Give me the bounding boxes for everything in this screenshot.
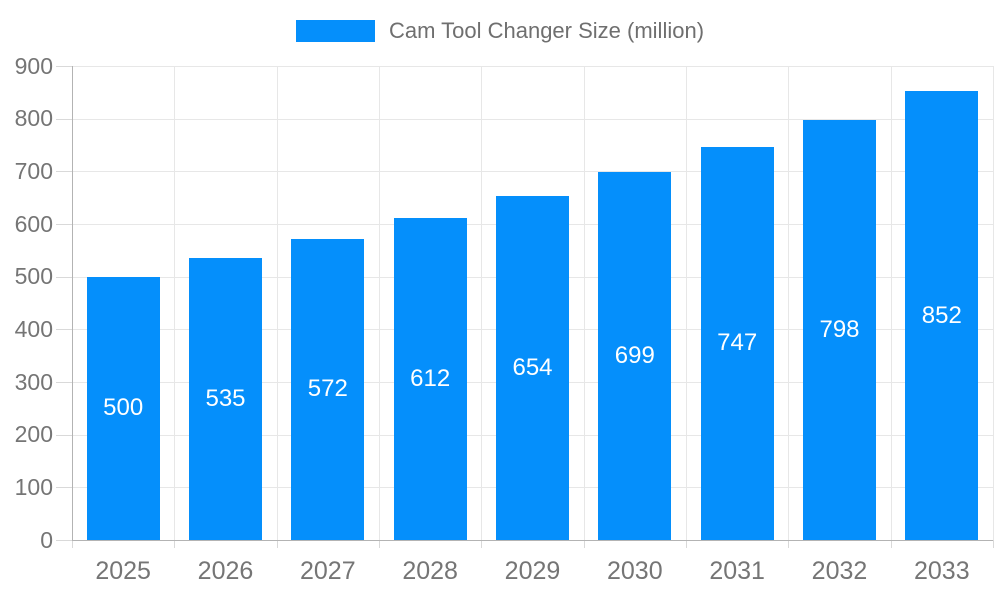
bar-2028[interactable] [393,217,467,540]
legend-swatch [295,20,375,42]
bar-2033[interactable] [905,91,979,540]
x-axis-label-2028: 2028 [402,557,458,585]
bar-value-label-2025: 500 [103,394,144,422]
gridline-y-700 [72,171,993,173]
x-axis-label-2026: 2026 [197,557,254,585]
y-axis-label-300: 300 [14,368,53,395]
bar-value-label-2033: 852 [921,301,962,329]
y-axis-label-600: 600 [14,210,53,237]
x-tick-1 [174,540,176,548]
gridline-x-3 [379,66,380,540]
x-axis-line [72,540,993,541]
gridline-x-1 [174,66,176,540]
x-tick-4 [481,540,483,548]
bar-value-label-2027: 572 [307,375,348,403]
gridline-x-2 [276,66,278,540]
x-axis-label-2025: 2025 [95,557,151,585]
gridline-y-900 [72,66,993,67]
x-tick-7 [788,540,790,548]
bar-value-label-2030: 699 [614,341,655,369]
y-axis-line [72,66,73,541]
x-tick-9 [993,540,994,548]
y-tick-700 [56,171,72,173]
gridline-x-9 [993,66,994,540]
y-tick-400 [56,329,72,331]
gridline-x-6 [686,66,687,540]
bar-2029[interactable] [496,195,569,540]
bar-value-label-2031: 747 [717,329,758,357]
y-axis-label-0: 0 [40,526,53,553]
y-axis-label-400: 400 [14,315,53,342]
y-tick-600 [56,224,72,225]
bar-value-label-2026: 535 [205,385,246,413]
bar-value-label-2028: 612 [410,364,451,392]
y-tick-300 [56,382,72,383]
bar-2032[interactable] [803,119,876,540]
chart-legend[interactable]: Cam Tool Changer Size (million) [0,14,1000,48]
y-axis-label-500: 500 [14,263,53,290]
bar-2026[interactable] [189,258,262,540]
y-tick-200 [56,434,72,436]
bar-2031[interactable] [700,146,774,540]
bar-value-label-2032: 798 [819,315,860,343]
x-axis-label-2027: 2027 [300,557,356,585]
x-tick-5 [583,540,585,548]
x-axis-label-2029: 2029 [504,557,561,585]
gridline-x-7 [788,66,790,540]
legend-label: Cam Tool Changer Size (million) [388,18,705,43]
gridline-x-8 [890,66,892,540]
x-tick-3 [379,540,380,548]
bar-2030[interactable] [598,171,672,540]
x-tick-0 [72,540,73,548]
bar-value-label-2029: 654 [512,353,553,381]
y-tick-800 [56,118,72,120]
y-tick-500 [56,276,72,278]
y-axis-label-900: 900 [14,52,53,79]
y-axis-label-200: 200 [14,421,53,448]
y-axis-label-700: 700 [14,157,53,184]
x-axis-label-2031: 2031 [709,557,765,585]
y-tick-0 [56,540,72,541]
y-tick-100 [56,487,72,489]
x-axis-label-2033: 2033 [914,557,970,585]
y-axis-label-800: 800 [14,105,53,132]
y-tick-900 [56,66,72,67]
x-axis-label-2030: 2030 [607,557,663,585]
gridline-y-800 [72,118,993,120]
x-axis-label-2032: 2032 [811,557,868,585]
x-tick-8 [890,540,892,548]
gridline-x-4 [481,66,483,540]
x-tick-2 [276,540,278,548]
bar-2025[interactable] [86,276,160,540]
x-tick-6 [686,540,687,548]
y-axis-label-100: 100 [14,473,53,500]
bar-2027[interactable] [291,238,365,540]
gridline-x-5 [583,66,585,540]
